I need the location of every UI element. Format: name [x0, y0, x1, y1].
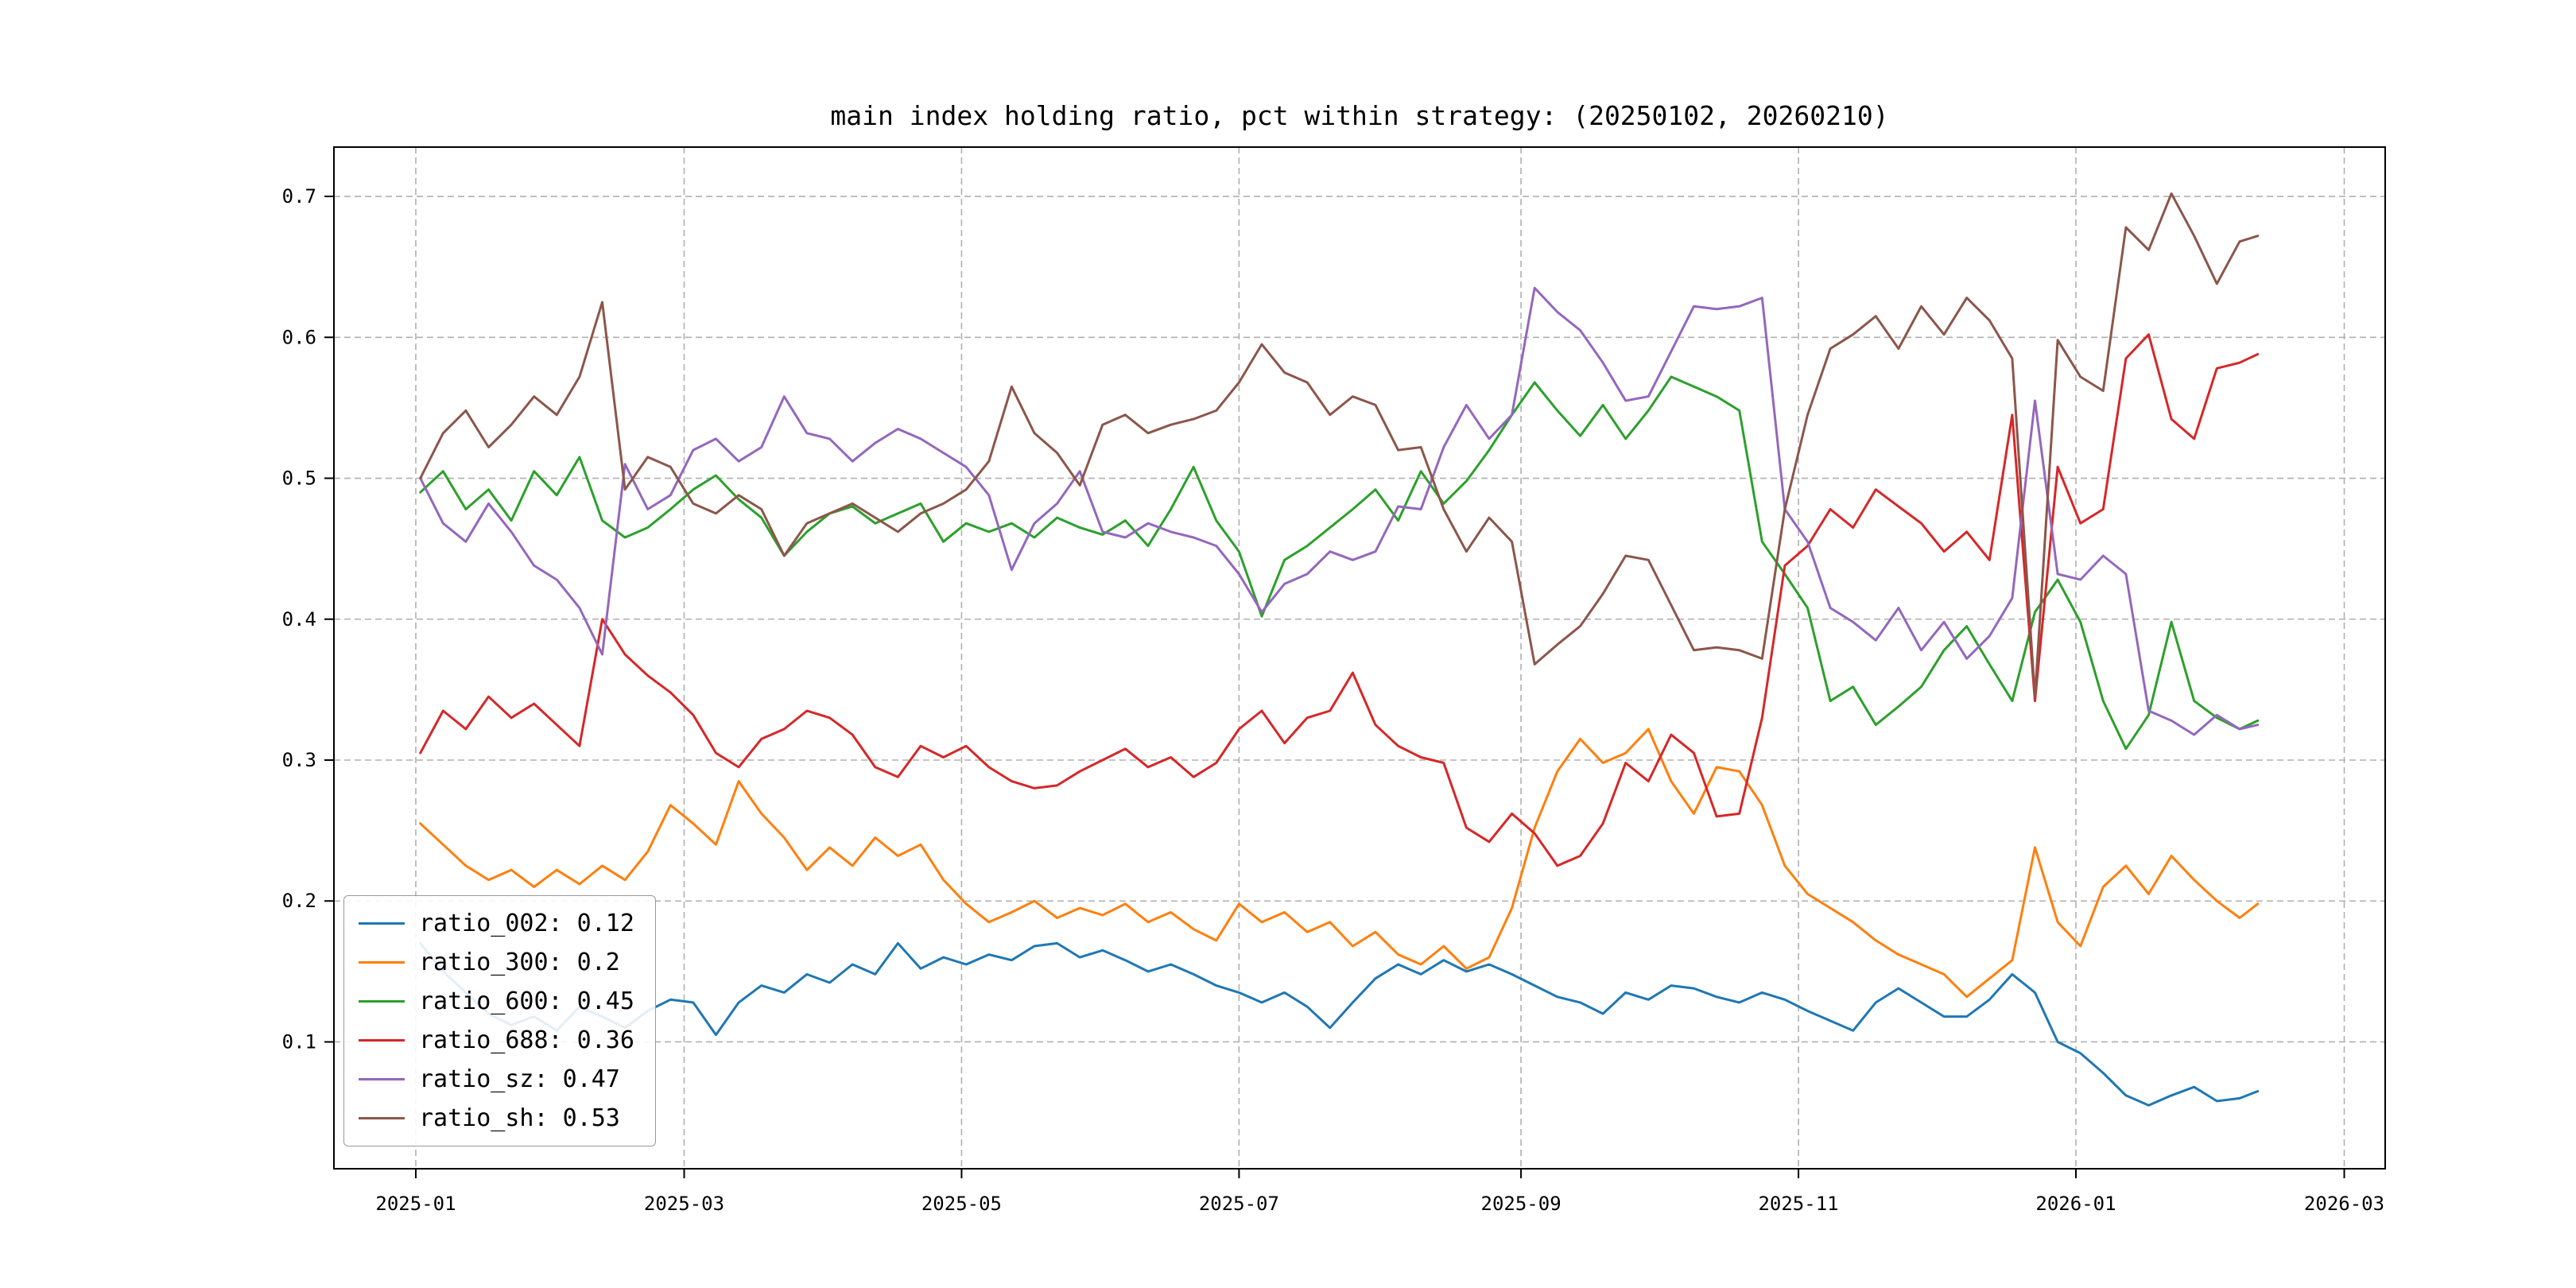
- x-tick-label: 2025-11: [1758, 1193, 1838, 1215]
- legend-label-ratio_sz: ratio_sz: 0.47: [419, 1065, 620, 1093]
- series-line-ratio_688: [419, 333, 2260, 867]
- series-line-ratio_300: [419, 727, 2260, 999]
- axis-ticks: 2025-01 2025-03 2025-05 2025-07 2025-09 2025-…: [282, 185, 2384, 1215]
- legend-label-ratio_sh: ratio_sh: 0.53: [419, 1104, 620, 1132]
- y-tick-label: 0.6: [282, 326, 316, 348]
- series-line-ratio_sz: [419, 286, 2260, 736]
- x-tick-label: 2025-03: [644, 1193, 724, 1215]
- x-tick-label: 2026-03: [2304, 1193, 2384, 1215]
- y-tick-label: 0.1: [282, 1030, 316, 1053]
- y-tick-label: 0.4: [282, 608, 316, 630]
- legend-label-ratio_688: ratio_688: 0.36: [419, 1026, 634, 1054]
- x-tick-label: 2025-05: [921, 1193, 1002, 1215]
- x-tick-label: 2026-01: [2035, 1193, 2116, 1215]
- series-lines: [419, 192, 2260, 1107]
- x-tick-label: 2025-01: [375, 1193, 456, 1215]
- legend-item-ratio_300: ratio_300: 0.2: [359, 946, 634, 979]
- legend-swatch-ratio_sz: [359, 1077, 405, 1081]
- legend-item-ratio_600: ratio_600: 0.45: [359, 985, 634, 1018]
- y-tick-label: 0.7: [282, 185, 316, 208]
- chart-title: main index holding ratio, pct within str…: [830, 100, 1889, 131]
- legend-label-ratio_300: ratio_300: 0.2: [419, 949, 620, 976]
- legend-item-ratio_sh: ratio_sh: 0.53: [359, 1102, 634, 1135]
- legend-item-ratio_688: ratio_688: 0.36: [359, 1024, 634, 1057]
- legend-swatch-ratio_600: [359, 999, 405, 1003]
- y-tick-label: 0.5: [282, 467, 316, 490]
- legend-swatch-ratio_002: [359, 921, 405, 925]
- plot-border: [333, 146, 2386, 1170]
- legend-item-ratio_002: ratio_002: 0.12: [359, 907, 634, 940]
- series-line-ratio_sh: [419, 192, 2260, 698]
- series-line-ratio_002: [419, 941, 2260, 1107]
- legend-swatch-ratio_300: [359, 960, 405, 964]
- x-tick-label: 2025-07: [1199, 1193, 1279, 1215]
- legend-label-ratio_600: ratio_600: 0.45: [419, 987, 634, 1015]
- series-line-ratio_600: [419, 375, 2260, 751]
- y-tick-label: 0.3: [282, 749, 316, 771]
- legend-item-ratio_sz: ratio_sz: 0.47: [359, 1063, 634, 1096]
- legend-swatch-ratio_sh: [359, 1116, 405, 1120]
- x-tick-label: 2025-09: [1481, 1193, 1562, 1215]
- legend-label-ratio_002: ratio_002: 0.12: [419, 910, 634, 937]
- legend: ratio_002: 0.12 ratio_300: 0.2 ratio_600: …: [343, 895, 656, 1146]
- y-tick-label: 0.2: [282, 890, 316, 912]
- legend-swatch-ratio_688: [359, 1038, 405, 1042]
